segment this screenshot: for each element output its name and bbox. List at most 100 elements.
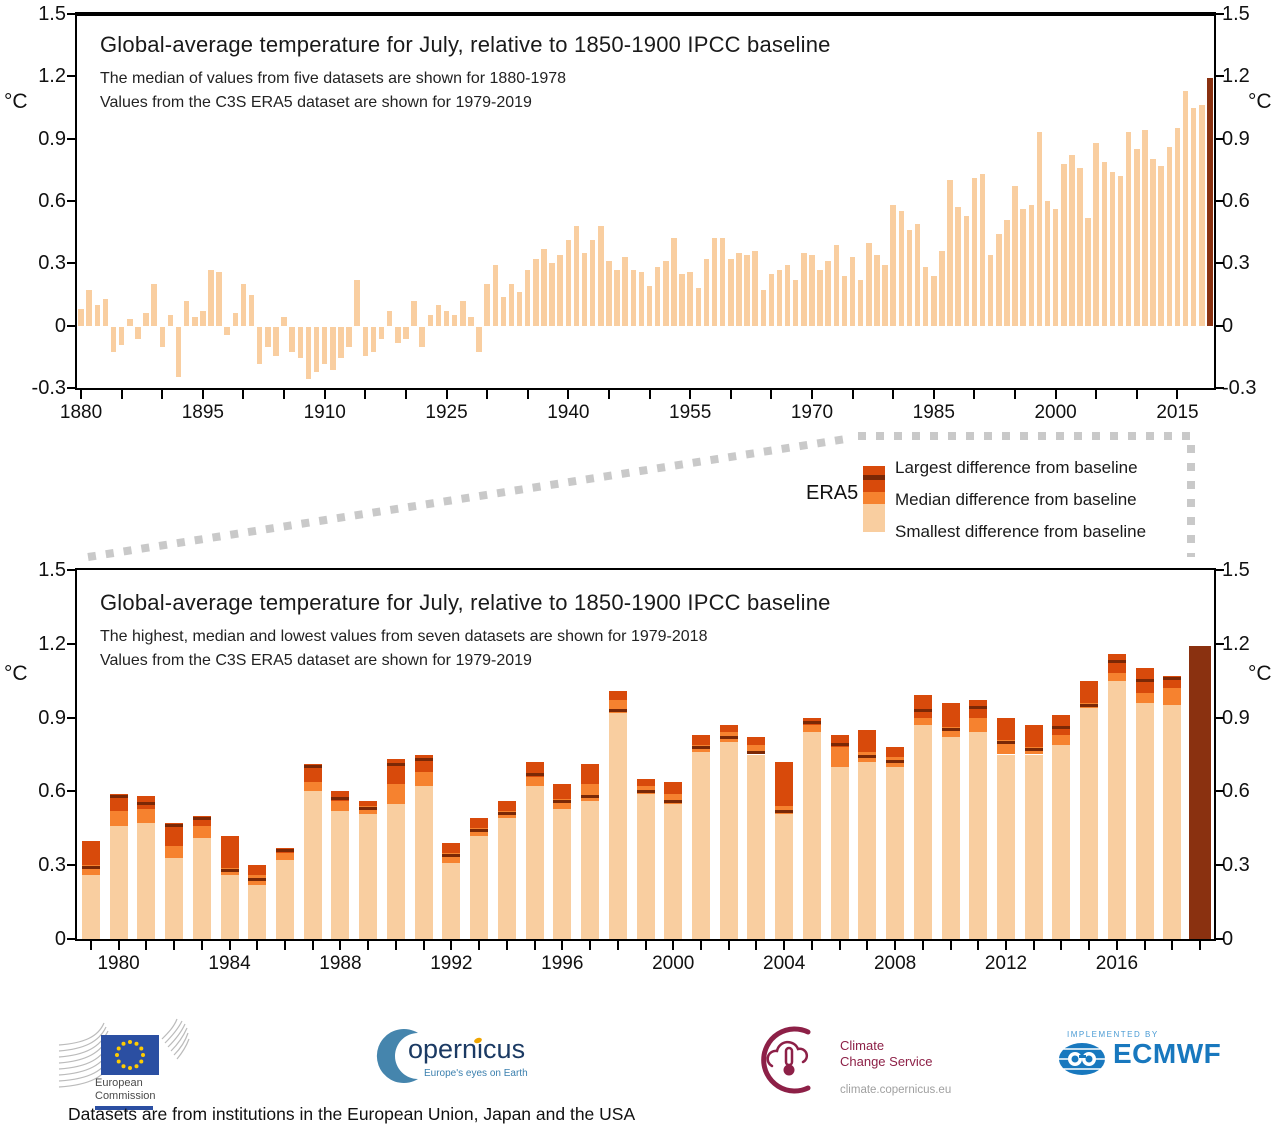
bar-2009-era5-line <box>913 708 932 712</box>
x-tick-mark <box>1054 390 1057 399</box>
x-axis-label: 1925 <box>425 402 468 423</box>
bar-1967 <box>784 265 791 326</box>
bar-1983-smallest <box>192 838 211 939</box>
x-tick-mark <box>145 941 148 950</box>
y-tick-mark <box>1216 864 1224 867</box>
bar-2006-era5-line <box>830 743 849 747</box>
x-axis-label: 1996 <box>541 953 584 974</box>
bar-1989-era5-line <box>359 807 378 811</box>
x-axis-label: 1880 <box>59 402 103 423</box>
x-tick-mark <box>1115 941 1118 950</box>
bar-1995-median <box>525 776 544 787</box>
x-tick-mark <box>505 941 508 950</box>
bar-2006-median <box>830 747 849 767</box>
x-axis-label: 2000 <box>1034 402 1077 423</box>
bar-1964 <box>760 290 766 326</box>
bar-1982-largest <box>165 823 184 846</box>
c3s-url: climate.copernicus.eu <box>840 1084 952 1096</box>
x-axis-label: 1984 <box>208 953 251 974</box>
x-axis-label: 1985 <box>912 402 955 423</box>
bar-1941 <box>573 225 580 326</box>
bar-1911 <box>330 326 336 371</box>
bar-1988-era5-line <box>331 797 350 801</box>
bar-1882 <box>94 304 101 326</box>
x-tick-mark <box>921 941 924 950</box>
bar-1937 <box>541 248 547 326</box>
x-tick-mark <box>892 390 895 399</box>
bar-2016-median <box>1107 673 1126 681</box>
x-tick-mark <box>80 390 83 399</box>
bar-2017 <box>1190 107 1197 326</box>
bar-1912 <box>338 326 344 358</box>
bar-1936 <box>533 259 539 326</box>
x-axis-label: 1970 <box>790 402 834 423</box>
x-tick-mark <box>161 390 164 399</box>
x-tick-mark <box>364 390 367 399</box>
bar-1902 <box>256 326 263 365</box>
y-axis-label-left: 0.3 <box>38 854 66 877</box>
bar-1996-smallest <box>553 808 572 939</box>
bottom-chart-title: Global-average temperature for July, rel… <box>100 590 831 615</box>
bar-2005-era5-line <box>802 721 821 725</box>
c3s-label-line2: Change Service <box>840 1054 933 1069</box>
bar-1994-largest <box>497 801 516 812</box>
bar-2003-smallest <box>747 754 766 939</box>
x-tick-mark <box>1199 941 1202 950</box>
bar-2009-median <box>913 717 932 725</box>
bar-1991-smallest <box>414 786 433 939</box>
y-axis-label-right: 1.5 <box>1222 559 1250 581</box>
bar-2008 <box>1117 176 1124 326</box>
bar-1993-era5-line <box>470 829 489 833</box>
bar-1893 <box>183 300 190 326</box>
legend-item-smallest: Smallest difference from baseline <box>895 522 1147 541</box>
x-tick-mark <box>729 390 732 399</box>
x-tick-mark <box>404 390 407 399</box>
bar-1952 <box>663 261 669 326</box>
bar-1939 <box>557 255 563 326</box>
bar-1904 <box>273 326 279 356</box>
bar-2000-smallest <box>664 803 683 939</box>
x-axis-label: 1992 <box>430 953 473 974</box>
y-axis-label-right: 0 <box>1222 314 1234 337</box>
bar-1980-era5-line <box>109 794 128 798</box>
bar-1988 <box>955 207 961 326</box>
x-axis-label: 1940 <box>547 402 590 423</box>
bar-1987 <box>947 180 953 326</box>
y-tick-mark <box>67 75 75 78</box>
bar-1989-smallest <box>359 813 378 939</box>
x-tick-mark <box>173 941 176 950</box>
bar-2018-median <box>1163 688 1182 706</box>
ecmwf-wordmark: ECMWF <box>1113 1038 1222 1069</box>
bar-1990-smallest <box>386 803 405 939</box>
x-tick-mark <box>311 941 314 950</box>
copernicus-logo: opernicus Europe's eyes on Earth <box>372 1026 542 1092</box>
bar-2015-smallest <box>1080 707 1099 939</box>
bar-2014-era5-line <box>1052 725 1071 729</box>
y-tick-mark <box>1216 324 1224 327</box>
x-axis-label: 2008 <box>873 953 917 974</box>
bar-1998-era5-line <box>608 708 627 712</box>
bar-1922 <box>419 326 425 348</box>
x-tick-mark <box>949 941 952 950</box>
bar-1997-era5-line <box>581 794 600 798</box>
bar-2010-median <box>941 727 960 738</box>
bar-1958 <box>711 238 718 326</box>
x-tick-mark <box>1171 941 1174 950</box>
bar-2007-smallest <box>858 761 877 939</box>
bar-1979-largest <box>81 840 100 866</box>
y-axis-label-right: 0.6 <box>1222 190 1250 212</box>
x-tick-mark <box>810 941 813 950</box>
bar-1970 <box>809 255 815 326</box>
bar-1909 <box>313 326 320 373</box>
bar-1999-era5-line <box>636 789 655 793</box>
bar-2013-smallest <box>1024 754 1043 939</box>
x-axis-label: 2000 <box>652 953 695 974</box>
bar-1887 <box>135 326 141 340</box>
bar-1979-era5-line <box>81 866 100 870</box>
footer-datasets-note: Datasets are from institutions in the Eu… <box>68 1104 636 1124</box>
x-tick-mark <box>616 941 619 950</box>
y-tick-mark <box>67 938 75 940</box>
bar-1953 <box>671 238 677 326</box>
y-tick-mark <box>67 716 75 719</box>
